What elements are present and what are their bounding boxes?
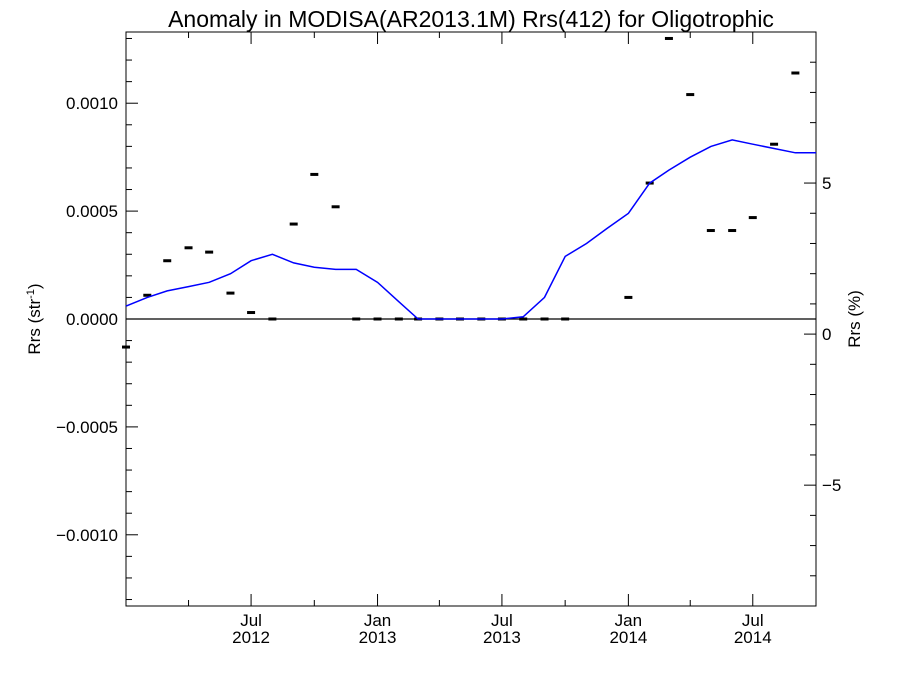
y-axis-label-left-superscript: -1 <box>25 289 37 299</box>
x-tick-label: Jul <box>491 611 513 630</box>
series-layer <box>122 36 816 349</box>
x-tick-label-year: 2014 <box>609 628 647 647</box>
x-tick-label-year: 2013 <box>483 628 521 647</box>
right-y-axis: 5 0 −5 <box>804 31 841 607</box>
y-axis-label-right: Rrs (%) <box>845 290 864 348</box>
x-tick-label: Jul <box>742 611 764 630</box>
series-line <box>125 139 816 320</box>
y-tick-label-left: 0.0010 <box>66 94 118 113</box>
y-tick-label-left: 0.0000 <box>66 310 118 329</box>
x-tick-label: Jan <box>364 611 391 630</box>
y-axis-label-left: Rrs (str-1) <box>25 283 44 354</box>
x-tick-label-year: 2014 <box>734 628 772 647</box>
chart-title: Anomaly in MODISA(AR2013.1M) Rrs(412) fo… <box>168 6 774 32</box>
y-tick-label-right: 5 <box>822 174 831 193</box>
y-axis-label-left-close: ) <box>25 283 44 289</box>
y-tick-label-left: −0.0005 <box>56 418 118 437</box>
x-tick-label: Jan <box>615 611 642 630</box>
y-tick-label-left: −0.0010 <box>56 526 118 545</box>
x-tick-label-year: 2013 <box>359 628 397 647</box>
x-tick-label: Jul <box>240 611 262 630</box>
y-axis-label-left-main: Rrs (str <box>25 299 44 355</box>
y-tick-label-right: 0 <box>822 325 831 344</box>
left-y-axis: 0.0010 0.0005 0.0000 −0.0005 −0.0010 <box>56 37 138 601</box>
x-tick-label-year: 2012 <box>232 628 270 647</box>
y-tick-label-left: 0.0005 <box>66 202 118 221</box>
y-tick-label-right: −5 <box>822 476 841 495</box>
